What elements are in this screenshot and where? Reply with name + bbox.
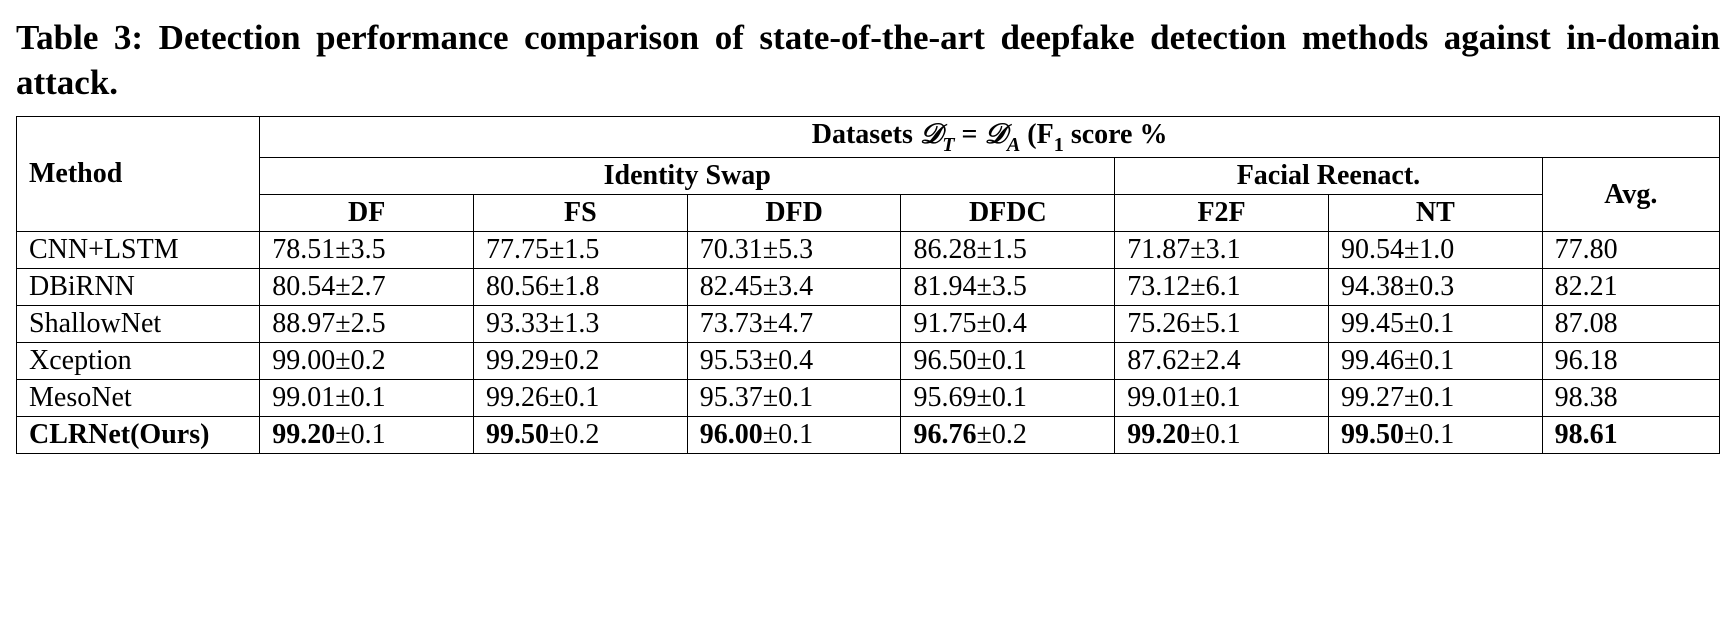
value-cell: 99.50±0.1 [1328, 417, 1542, 454]
col-dfd: DFD [687, 195, 901, 232]
value-cell: 87.62±2.4 [1115, 343, 1329, 380]
table-row: ShallowNet88.97±2.593.33±1.373.73±4.791.… [17, 306, 1720, 343]
value-cell: 95.37±0.1 [687, 380, 901, 417]
value-cell: 70.31±5.3 [687, 232, 901, 269]
method-cell: CNN+LSTM [17, 232, 260, 269]
avg-cell: 98.38 [1542, 380, 1719, 417]
value-cell: 99.20±0.1 [1115, 417, 1329, 454]
math-T: T [942, 134, 954, 156]
value-cell: 73.12±6.1 [1115, 269, 1329, 306]
method-cell: CLRNet(Ours) [17, 417, 260, 454]
method-cell: Xception [17, 343, 260, 380]
value-cell: 78.51±3.5 [260, 232, 474, 269]
table-row: MesoNet99.01±0.199.26±0.195.37±0.195.69±… [17, 380, 1720, 417]
col-f2f: F2F [1115, 195, 1329, 232]
value-cell: 99.26±0.1 [474, 380, 688, 417]
value-cell: 77.75±1.5 [474, 232, 688, 269]
col-nt: NT [1328, 195, 1542, 232]
datasets-suffix: score % [1064, 119, 1168, 150]
datasets-label: Datasets [812, 119, 920, 150]
avg-cell: 77.80 [1542, 232, 1719, 269]
header-identity-swap: Identity Swap [260, 158, 1115, 195]
table-row: CLRNet(Ours)99.20±0.199.50±0.296.00±0.19… [17, 417, 1720, 454]
math-D2: 𝒟 [984, 119, 1006, 150]
header-avg: Avg. [1542, 158, 1719, 232]
value-cell: 99.46±0.1 [1328, 343, 1542, 380]
value-cell: 82.45±3.4 [687, 269, 901, 306]
value-cell: 75.26±5.1 [1115, 306, 1329, 343]
value-cell: 96.00±0.1 [687, 417, 901, 454]
value-cell: 71.87±3.1 [1115, 232, 1329, 269]
value-cell: 81.94±3.5 [901, 269, 1115, 306]
col-df: DF [260, 195, 474, 232]
table-caption: Table 3: Detection performance compariso… [16, 16, 1720, 106]
value-cell: 99.00±0.2 [260, 343, 474, 380]
value-cell: 96.50±0.1 [901, 343, 1115, 380]
method-cell: DBiRNN [17, 269, 260, 306]
value-cell: 95.53±0.4 [687, 343, 901, 380]
value-cell: 94.38±0.3 [1328, 269, 1542, 306]
math-eq: = [955, 119, 985, 150]
value-cell: 99.01±0.1 [1115, 380, 1329, 417]
value-cell: 96.76±0.2 [901, 417, 1115, 454]
value-cell: 80.56±1.8 [474, 269, 688, 306]
table-row: DBiRNN80.54±2.780.56±1.882.45±3.481.94±3… [17, 269, 1720, 306]
table-row: Xception99.00±0.299.29±0.295.53±0.496.50… [17, 343, 1720, 380]
value-cell: 86.28±1.5 [901, 232, 1115, 269]
value-cell: 91.75±0.4 [901, 306, 1115, 343]
value-cell: 99.01±0.1 [260, 380, 474, 417]
header-datasets: Datasets 𝒟T = 𝒟A (F1 score % [260, 116, 1720, 158]
col-dfdc: DFDC [901, 195, 1115, 232]
math-1: 1 [1054, 134, 1064, 156]
performance-table: Method Datasets 𝒟T = 𝒟A (F1 score % Iden… [16, 116, 1720, 455]
value-cell: 99.20±0.1 [260, 417, 474, 454]
method-cell: ShallowNet [17, 306, 260, 343]
value-cell: 90.54±1.0 [1328, 232, 1542, 269]
value-cell: 95.69±0.1 [901, 380, 1115, 417]
math-D: 𝒟 [920, 119, 942, 150]
value-cell: 88.97±2.5 [260, 306, 474, 343]
header-facial-reenact: Facial Reenact. [1115, 158, 1542, 195]
table-row: CNN+LSTM78.51±3.577.75±1.570.31±5.386.28… [17, 232, 1720, 269]
avg-cell: 96.18 [1542, 343, 1719, 380]
value-cell: 80.54±2.7 [260, 269, 474, 306]
value-cell: 93.33±1.3 [474, 306, 688, 343]
value-cell: 99.27±0.1 [1328, 380, 1542, 417]
value-cell: 99.45±0.1 [1328, 306, 1542, 343]
value-cell: 73.73±4.7 [687, 306, 901, 343]
col-method: Method [17, 116, 260, 232]
method-cell: MesoNet [17, 380, 260, 417]
avg-cell: 82.21 [1542, 269, 1719, 306]
col-fs: FS [474, 195, 688, 232]
value-cell: 99.29±0.2 [474, 343, 688, 380]
avg-cell: 98.61 [1542, 417, 1719, 454]
value-cell: 99.50±0.2 [474, 417, 688, 454]
math-A: A [1007, 134, 1020, 156]
avg-cell: 87.08 [1542, 306, 1719, 343]
